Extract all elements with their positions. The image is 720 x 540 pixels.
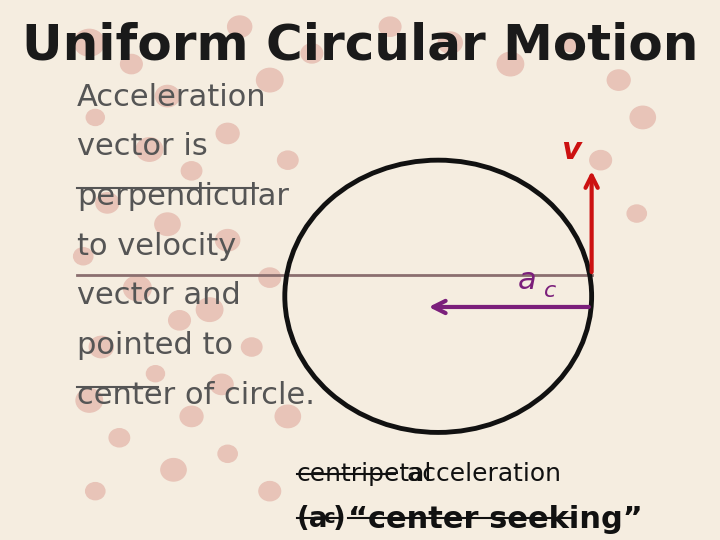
Circle shape — [74, 29, 104, 56]
Text: “center seeking”: “center seeking” — [348, 504, 643, 534]
Circle shape — [278, 151, 298, 169]
Text: c: c — [323, 508, 334, 526]
Circle shape — [161, 458, 186, 481]
Circle shape — [73, 248, 93, 265]
Circle shape — [218, 446, 238, 462]
Circle shape — [86, 483, 105, 500]
Text: Acceleration: Acceleration — [77, 83, 267, 112]
Circle shape — [259, 268, 281, 287]
Text: vector and: vector and — [77, 281, 241, 310]
Text: (a: (a — [297, 504, 328, 532]
Circle shape — [241, 338, 262, 356]
Circle shape — [275, 405, 300, 428]
Circle shape — [215, 230, 240, 251]
Text: perpendicular: perpendicular — [77, 182, 289, 211]
Circle shape — [180, 406, 203, 427]
Circle shape — [301, 44, 323, 63]
Circle shape — [498, 52, 523, 76]
Text: Uniform Circular Motion: Uniform Circular Motion — [22, 22, 698, 69]
Circle shape — [181, 162, 202, 180]
Circle shape — [89, 336, 113, 357]
Circle shape — [156, 85, 179, 107]
Circle shape — [124, 276, 151, 301]
Circle shape — [168, 310, 190, 330]
Circle shape — [630, 106, 655, 129]
Circle shape — [210, 374, 233, 395]
Text: c: c — [544, 281, 557, 301]
Circle shape — [228, 16, 252, 37]
Circle shape — [136, 138, 163, 161]
Text: a: a — [518, 266, 536, 295]
Text: acceleration: acceleration — [399, 462, 561, 486]
Circle shape — [120, 55, 143, 73]
Text: v: v — [561, 137, 581, 165]
Circle shape — [256, 69, 283, 92]
Text: centripetal: centripetal — [297, 462, 432, 486]
Circle shape — [146, 366, 164, 382]
Circle shape — [155, 213, 180, 235]
Text: vector is: vector is — [77, 132, 208, 161]
Circle shape — [590, 151, 611, 170]
Text: ): ) — [333, 504, 346, 532]
Circle shape — [627, 205, 647, 222]
Circle shape — [76, 389, 102, 412]
Circle shape — [379, 17, 401, 36]
Circle shape — [96, 193, 119, 213]
Circle shape — [216, 123, 239, 144]
Text: to velocity: to velocity — [77, 232, 236, 261]
Circle shape — [560, 33, 581, 52]
Circle shape — [109, 429, 130, 447]
Circle shape — [438, 32, 462, 53]
Text: pointed to: pointed to — [77, 331, 233, 360]
Circle shape — [197, 298, 222, 321]
Circle shape — [259, 482, 281, 501]
Circle shape — [86, 110, 104, 125]
Circle shape — [607, 70, 630, 90]
Text: center of circle.: center of circle. — [77, 381, 315, 410]
